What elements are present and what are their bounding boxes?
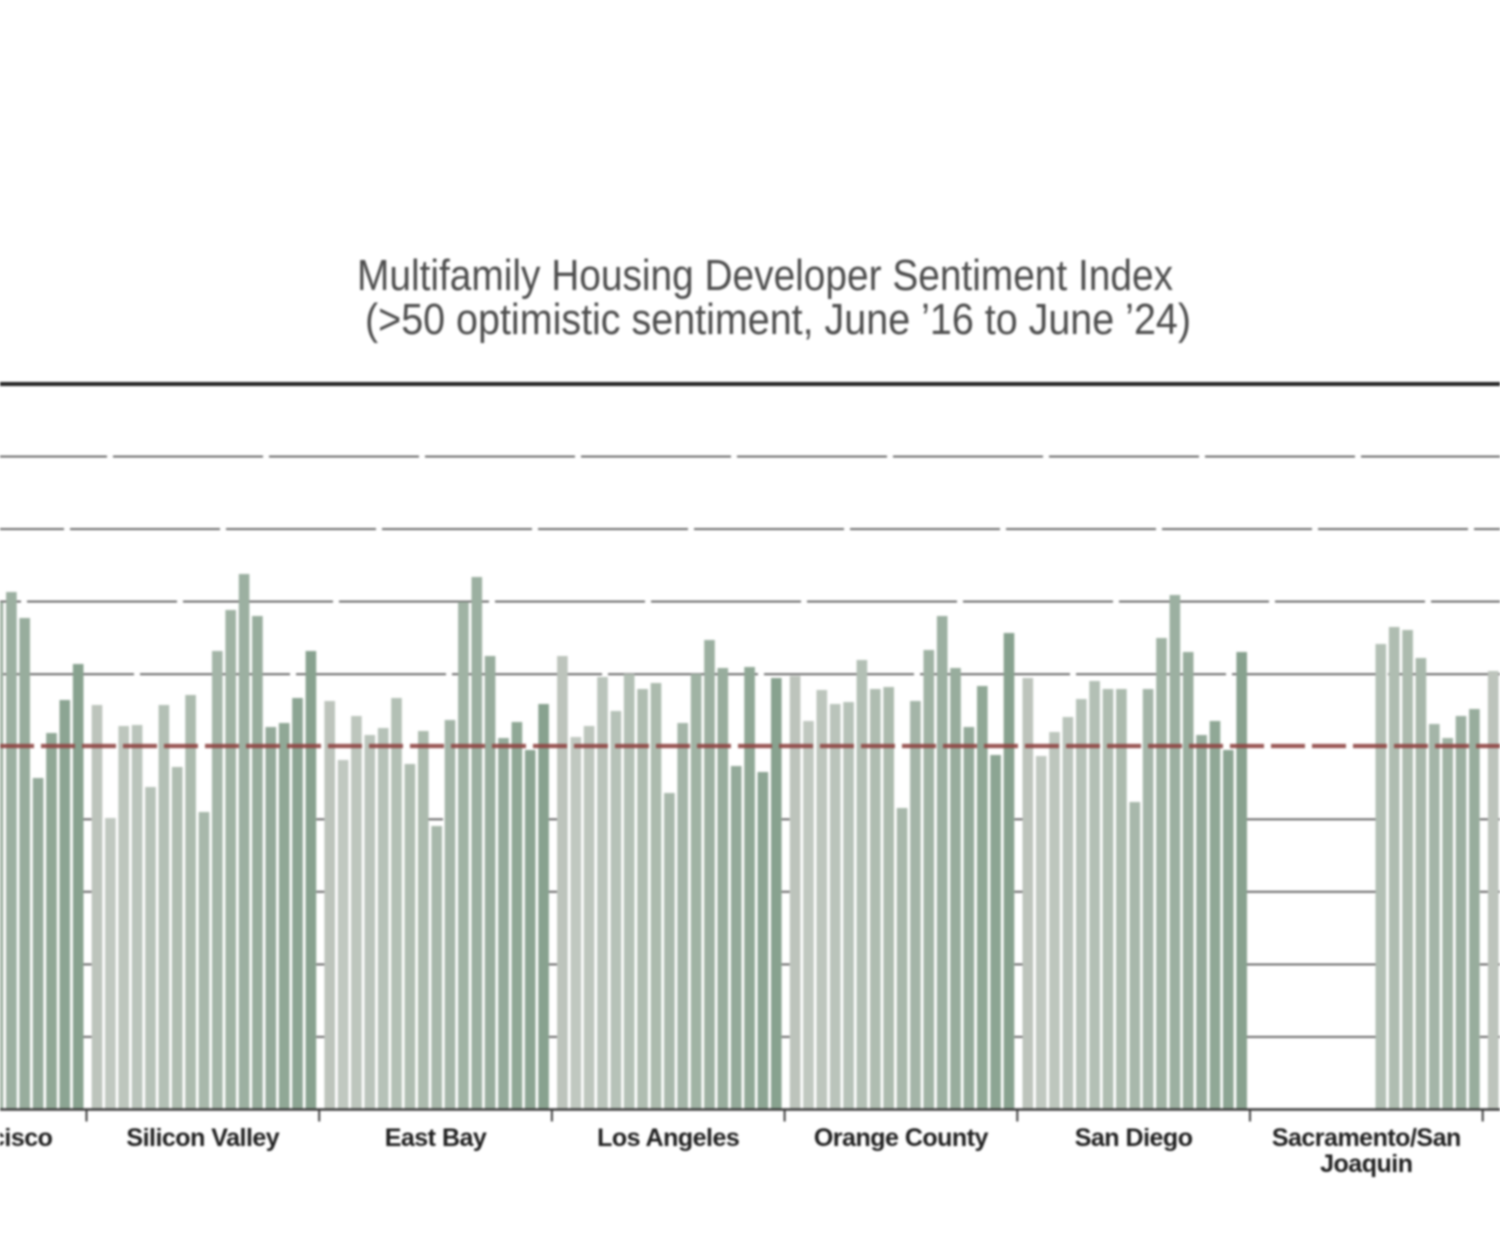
- svg-text:Los Angeles: Los Angeles: [597, 1124, 739, 1152]
- svg-text:(>50 optimistic sentiment, Jun: (>50 optimistic sentiment, June ’16 to J…: [365, 295, 1191, 344]
- svg-text:Joaquin: Joaquin: [1320, 1150, 1412, 1178]
- svg-text:Orange County: Orange County: [814, 1124, 989, 1152]
- svg-text:Sacramento/San: Sacramento/San: [1272, 1124, 1461, 1152]
- svg-text:San Diego: San Diego: [1075, 1124, 1193, 1152]
- svg-text:Silicon Valley: Silicon Valley: [126, 1124, 279, 1152]
- svg-text:East Bay: East Bay: [385, 1124, 487, 1152]
- svg-text:Multifamily Housing Developer: Multifamily Housing Developer Sentiment …: [357, 251, 1173, 300]
- svg-text:San Francisco: San Francisco: [0, 1124, 53, 1152]
